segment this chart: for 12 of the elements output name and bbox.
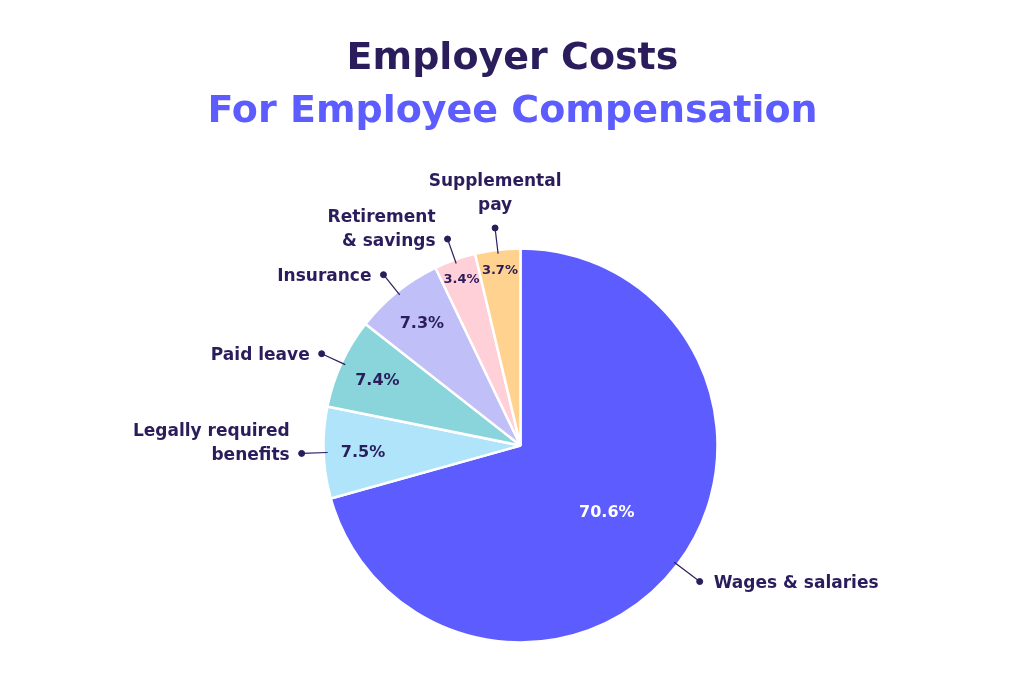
data-label: 3.7% [481,261,518,277]
slice-label: Paid leave [210,343,310,364]
data-label: 7.5% [340,441,386,461]
chart-subtitle: For Employee Compensation [207,86,818,131]
slice-label: Insurance [277,264,372,285]
data-label: 70.6% [579,501,635,521]
data-label: 7.3% [399,313,445,333]
data-label: 3.4% [443,270,480,286]
data-label: 7.4% [355,369,400,389]
slice-label: Legally required benefits [132,420,290,465]
slice-label: Wages & salaries [713,571,879,592]
chart-title: Employer Costs [346,33,679,78]
